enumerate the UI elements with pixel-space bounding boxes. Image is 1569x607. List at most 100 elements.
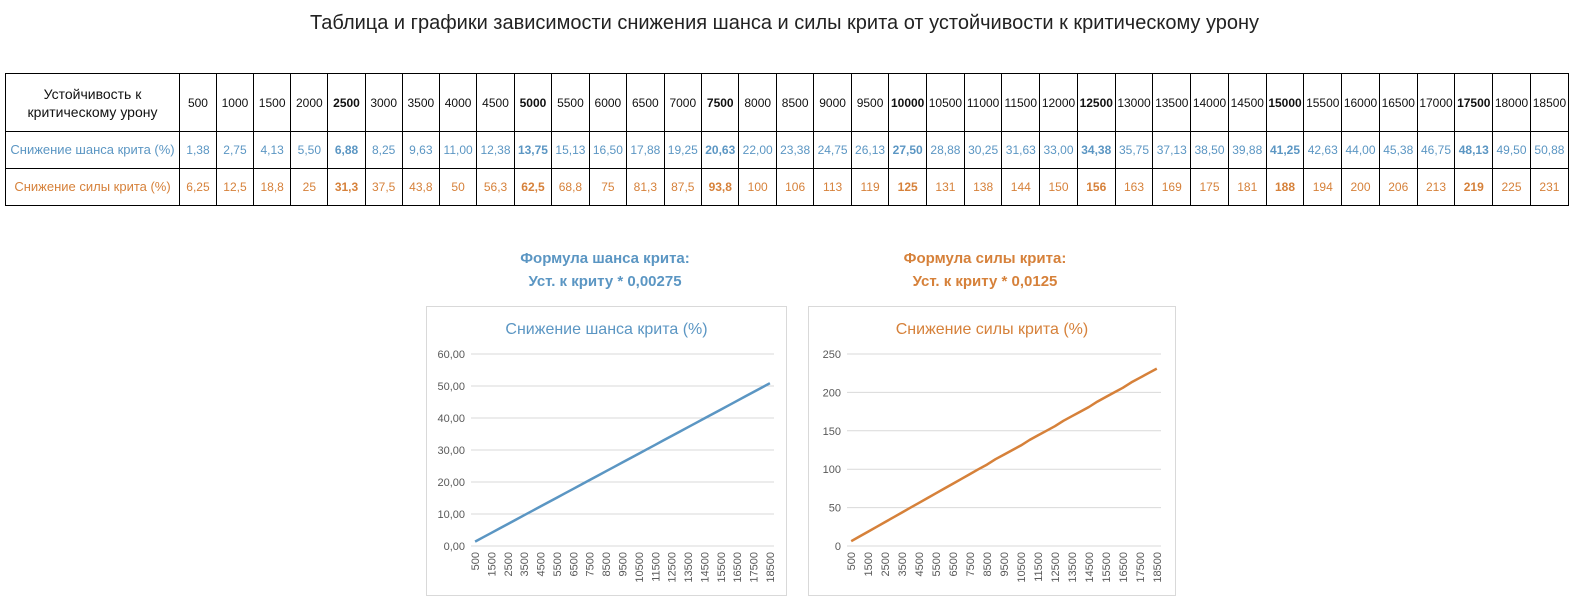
data-table-wrapper: Устойчивость к критическому урону 500 100… <box>4 73 1569 206</box>
cell-resist-8000: 8000 <box>738 73 777 132</box>
chance-chart-x-tick-label: 13500 <box>683 552 695 583</box>
cell-damage-13000: 163 <box>1114 168 1154 206</box>
cell-resist-4000: 4000 <box>438 73 478 132</box>
chance-chart-y-tick-label: 60,00 <box>437 349 465 361</box>
cell-resist-8500: 8500 <box>775 73 815 132</box>
cell-damage-16500: 206 <box>1378 168 1418 206</box>
formula-damage-line1: Формула силы крита: <box>903 250 1067 267</box>
chance-chart-x-tick-label: 15500 <box>716 552 728 583</box>
damage-chart-x-tick-label: 2500 <box>880 552 892 576</box>
damage-chart-x-tick-label: 6500 <box>948 552 960 576</box>
damage-chart-y-tick-label: 100 <box>823 464 841 476</box>
cell-damage-7000: 87,5 <box>663 168 703 206</box>
cell-damage-11500: 144 <box>1001 168 1041 206</box>
cell-resist-17000: 17000 <box>1416 73 1456 132</box>
cell-damage-15500: 194 <box>1303 168 1343 206</box>
cell-damage-1500: 18,8 <box>253 168 292 206</box>
cell-damage-5500: 68,8 <box>551 168 590 206</box>
cell-damage-11000: 138 <box>963 168 1003 206</box>
cell-chance-11000: 30,25 <box>963 131 1003 169</box>
chance-chart-x-tick-label: 11500 <box>650 552 662 582</box>
chance-chart-x-tick-label: 4500 <box>536 552 548 576</box>
table-row-resist: Устойчивость к критическому урону 500 100… <box>4 73 1569 132</box>
cell-chance-16500: 45,38 <box>1378 131 1418 169</box>
cell-chance-9500: 26,13 <box>850 131 890 169</box>
cell-damage-18500: 231 <box>1529 168 1569 206</box>
cell-resist-17500: 17500 <box>1454 73 1494 132</box>
cell-resist-2000: 2000 <box>290 73 329 132</box>
damage-chart-x-tick-label: 4500 <box>914 552 926 576</box>
chance-chart-x-tick-label: 12500 <box>667 552 679 583</box>
cell-resist-14000: 14000 <box>1190 73 1229 132</box>
damage-chart-title: Снижение силы крита (%) <box>896 321 1088 338</box>
cell-chance-15000: 41,25 <box>1265 131 1305 169</box>
chance-chart-y-tick-label: 0,00 <box>444 541 465 553</box>
cell-chance-6000: 16,50 <box>588 131 628 169</box>
row-header-chance: Снижение шанса крита (%) <box>4 131 181 169</box>
cell-resist-11000: 11000 <box>963 73 1003 132</box>
cell-chance-11500: 31,63 <box>1001 131 1041 169</box>
damage-chart-x-tick-label: 1500 <box>863 552 875 576</box>
cell-chance-4500: 12,38 <box>476 131 515 169</box>
chance-chart-x-tick-label: 18500 <box>765 552 777 583</box>
cell-damage-9000: 113 <box>813 168 852 206</box>
cell-chance-17500: 48,13 <box>1454 131 1494 169</box>
cell-resist-500: 500 <box>179 73 217 132</box>
cell-chance-17000: 46,75 <box>1416 131 1456 169</box>
cell-damage-6000: 75 <box>588 168 628 206</box>
damage-chart-x-tick-label: 12500 <box>1050 552 1062 583</box>
cell-chance-6500: 17,88 <box>626 131 665 169</box>
row-header-resist: Устойчивость к критическому урону <box>4 73 181 132</box>
damage-chart-y-tick-label: 250 <box>823 349 841 361</box>
damage-chart-x-tick-label: 18500 <box>1152 552 1164 583</box>
cell-resist-15000: 15000 <box>1265 73 1305 132</box>
damage-chart-x-tick-label: 15500 <box>1101 552 1113 583</box>
cell-chance-1500: 4,13 <box>253 131 292 169</box>
cell-damage-14500: 181 <box>1227 168 1267 206</box>
cell-chance-3000: 8,25 <box>364 131 403 169</box>
cell-damage-2000: 25 <box>290 168 329 206</box>
cell-damage-2500: 31,3 <box>327 168 366 206</box>
cell-resist-16000: 16000 <box>1341 73 1380 132</box>
cell-resist-12000: 12000 <box>1039 73 1078 132</box>
damage-chart-x-tick-label: 17500 <box>1135 552 1147 583</box>
chart-chance: Снижение шанса крита (%) 0,00 10,00 20,00 30… <box>426 306 787 596</box>
damage-chart-y-tick-label: 200 <box>823 387 841 399</box>
cell-damage-6500: 81,3 <box>626 168 665 206</box>
damage-chart-y-tick-label: 150 <box>823 426 841 438</box>
damage-chart-x-tick-label: 11500 <box>1033 552 1045 582</box>
cell-resist-5500: 5500 <box>551 73 590 132</box>
damage-chart-x-tick-label: 7500 <box>965 552 977 576</box>
cell-resist-3000: 3000 <box>364 73 403 132</box>
cell-resist-14500: 14500 <box>1227 73 1267 132</box>
cell-resist-6500: 6500 <box>626 73 665 132</box>
cell-resist-18500: 18500 <box>1529 73 1569 132</box>
chance-chart-x-tick-label: 16500 <box>732 552 744 583</box>
damage-chart-series-line <box>850 367 1158 543</box>
damage-chart-x-tick-label: 3500 <box>897 552 909 576</box>
chance-chart-x-tick-label: 2500 <box>503 552 515 576</box>
cell-chance-12500: 34,38 <box>1076 131 1116 169</box>
cell-resist-9000: 9000 <box>813 73 852 132</box>
cell-chance-16000: 44,00 <box>1341 131 1380 169</box>
cell-chance-9000: 24,75 <box>813 131 852 169</box>
chance-chart-x-tick-label: 14500 <box>699 552 711 583</box>
cell-damage-12000: 150 <box>1039 168 1078 206</box>
cell-resist-13500: 13500 <box>1152 73 1192 132</box>
chance-chart-y-tick-label: 50,00 <box>437 381 465 393</box>
cell-damage-4000: 50 <box>438 168 478 206</box>
formula-chance: Формула шанса крита: Уст. к криту * 0,00… <box>440 247 770 293</box>
cell-damage-16000: 200 <box>1341 168 1380 206</box>
damage-chart-x-tick-label: 14500 <box>1084 552 1096 583</box>
cell-chance-14500: 39,88 <box>1227 131 1267 169</box>
cell-chance-12000: 33,00 <box>1039 131 1078 169</box>
cell-resist-7000: 7000 <box>663 73 703 132</box>
damage-chart-x-tick-label: 500 <box>846 552 858 570</box>
cell-damage-7500: 93,8 <box>701 168 740 206</box>
chance-chart-x-tick-label: 9500 <box>618 552 630 576</box>
chance-chart-y-tick-label: 30,00 <box>437 445 465 457</box>
cell-resist-11500: 11500 <box>1001 73 1041 132</box>
cell-damage-17500: 219 <box>1454 168 1494 206</box>
cell-damage-8500: 106 <box>775 168 815 206</box>
cell-chance-7500: 20,63 <box>701 131 740 169</box>
